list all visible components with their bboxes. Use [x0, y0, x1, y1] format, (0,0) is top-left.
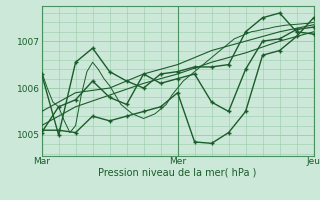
X-axis label: Pression niveau de la mer( hPa ): Pression niveau de la mer( hPa ) — [99, 168, 257, 178]
